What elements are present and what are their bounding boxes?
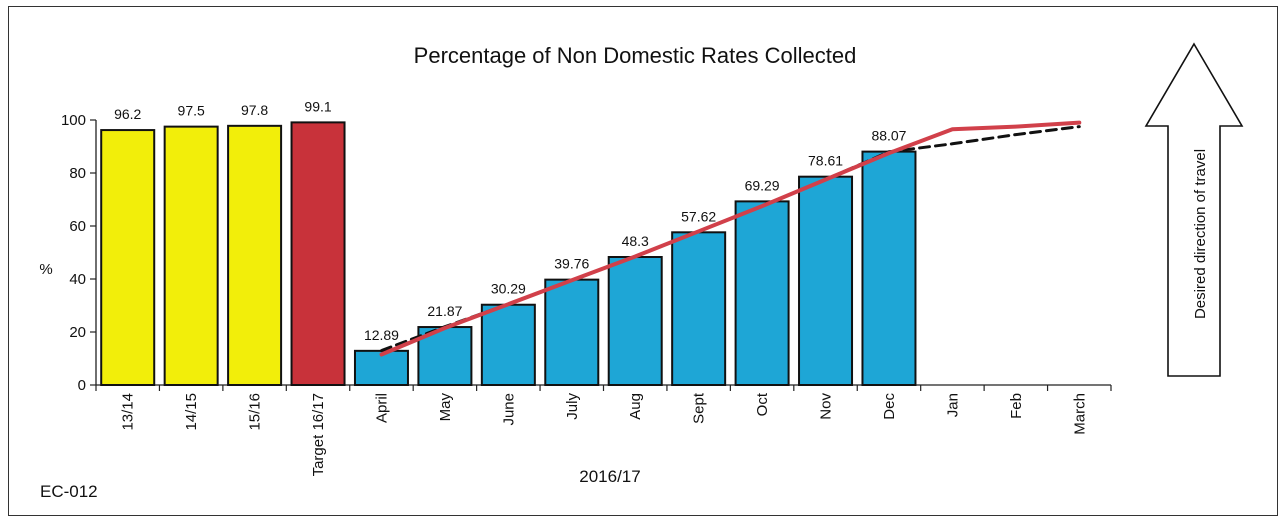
up-arrow-icon xyxy=(1144,42,1244,377)
solid-series-line xyxy=(379,120,1082,357)
bar-value-label: 12.89 xyxy=(364,327,399,343)
bar xyxy=(353,349,409,386)
x-tick-label: Oct xyxy=(754,392,771,416)
x-tick-label: April xyxy=(374,393,391,423)
x-tick-label: Target 16/17 xyxy=(310,393,327,476)
x-axis-label: 2016/17 xyxy=(579,467,640,486)
x-tick-label: 14/15 xyxy=(183,393,200,431)
bar xyxy=(480,303,536,387)
y-tick-label: 0 xyxy=(78,377,86,394)
bar xyxy=(100,129,156,386)
x-tick-label: 13/14 xyxy=(120,393,137,431)
bar-value-label: 48.3 xyxy=(622,233,649,249)
x-tick-label: Jan xyxy=(944,393,961,417)
x-tick-label: Dec xyxy=(881,393,898,420)
bar xyxy=(607,256,663,387)
y-tick-label: 40 xyxy=(69,271,86,288)
x-tick-label: Nov xyxy=(818,393,835,420)
y-tick-label: 80 xyxy=(69,165,86,182)
bar xyxy=(798,175,854,386)
x-tick-label: Sept xyxy=(691,392,708,424)
y-tick-label: 20 xyxy=(69,324,86,341)
bar-value-label: 97.5 xyxy=(178,103,205,119)
bar-value-label: 96.2 xyxy=(114,106,141,122)
y-tick-label: 100 xyxy=(61,112,86,129)
x-tick-label: June xyxy=(500,393,517,426)
bar xyxy=(734,200,790,386)
y-axis-label: % xyxy=(39,261,52,278)
bar-value-label: 78.61 xyxy=(808,153,843,169)
x-tick-label: 15/16 xyxy=(247,393,264,431)
bar-value-label: 57.62 xyxy=(681,208,716,224)
bar xyxy=(544,278,600,386)
arrow-label: Desired direction of travel xyxy=(1192,149,1209,319)
document-code: EC-012 xyxy=(40,482,98,501)
bar-value-label: 88.07 xyxy=(871,128,906,144)
x-tick-label: March xyxy=(1071,393,1088,435)
bar-value-label: 97.8 xyxy=(241,102,268,118)
x-tick-label: Aug xyxy=(627,393,644,420)
bar-value-label: 69.29 xyxy=(745,177,780,193)
bar xyxy=(163,125,219,386)
bar xyxy=(227,124,283,387)
bar-value-label: 21.87 xyxy=(427,303,462,319)
bar xyxy=(861,150,917,386)
x-tick-label: July xyxy=(564,393,581,420)
bar-value-label: 99.1 xyxy=(304,98,331,114)
bar xyxy=(290,121,346,386)
x-tick-label: Feb xyxy=(1008,393,1025,419)
bar-value-label: 30.29 xyxy=(491,281,526,297)
x-tick-label: May xyxy=(437,393,454,422)
bar xyxy=(671,231,727,386)
chart-title: Percentage of Non Domestic Rates Collect… xyxy=(414,43,857,68)
y-tick-label: 60 xyxy=(69,218,86,235)
bar-value-label: 39.76 xyxy=(554,256,589,272)
